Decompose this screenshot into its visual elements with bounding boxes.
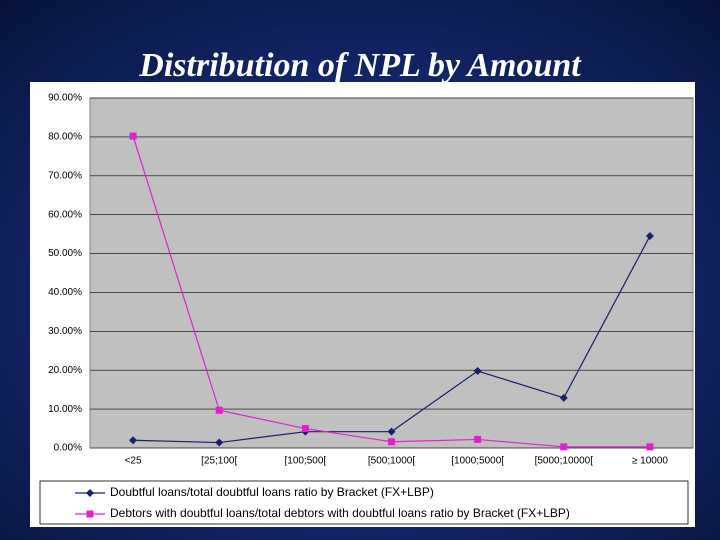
y-tick-label: 40.00% <box>48 287 82 298</box>
x-tick-label: ≥ 10000 <box>632 456 669 467</box>
plot-area <box>89 97 694 449</box>
marker <box>215 438 224 447</box>
y-tick-label: 70.00% <box>48 170 82 181</box>
legend <box>39 480 689 525</box>
x-tick-label: [500;1000[ <box>368 456 415 467</box>
x-tick-label: [5000;10000[ <box>535 456 594 467</box>
y-tick-label: 90.00% <box>48 93 82 104</box>
marker <box>646 443 654 451</box>
marker <box>645 232 654 241</box>
marker <box>473 367 482 375</box>
marker <box>86 510 94 518</box>
legend-label: Debtors with doubtful loans/total debtor… <box>110 506 570 520</box>
x-tick-label: <25 <box>125 456 142 467</box>
y-tick-label: 10.00% <box>48 404 82 415</box>
y-tick-label: 50.00% <box>48 248 82 259</box>
x-tick-label: [25;100[ <box>201 456 237 467</box>
marker <box>86 489 94 497</box>
marker <box>129 132 137 140</box>
x-tick-label: [100;500[ <box>284 456 326 467</box>
marker <box>559 393 568 402</box>
slide-title: Distribution of NPL by Amount <box>138 47 582 84</box>
y-tick-label: 0.00% <box>54 443 82 454</box>
marker <box>388 438 395 446</box>
y-tick-label: 20.00% <box>48 365 82 376</box>
x-tick-label: [1000;5000[ <box>451 456 504 467</box>
y-tick-label: 80.00% <box>48 132 82 143</box>
marker <box>560 443 568 451</box>
y-tick-label: 60.00% <box>48 209 82 220</box>
y-tick-label: 30.00% <box>48 326 82 337</box>
marker <box>215 406 223 414</box>
legend-label: Doubtful loans/total doubtful loans rati… <box>110 485 434 499</box>
marker <box>474 435 482 443</box>
marker <box>387 427 396 436</box>
marker <box>129 436 138 445</box>
marker <box>301 425 309 433</box>
